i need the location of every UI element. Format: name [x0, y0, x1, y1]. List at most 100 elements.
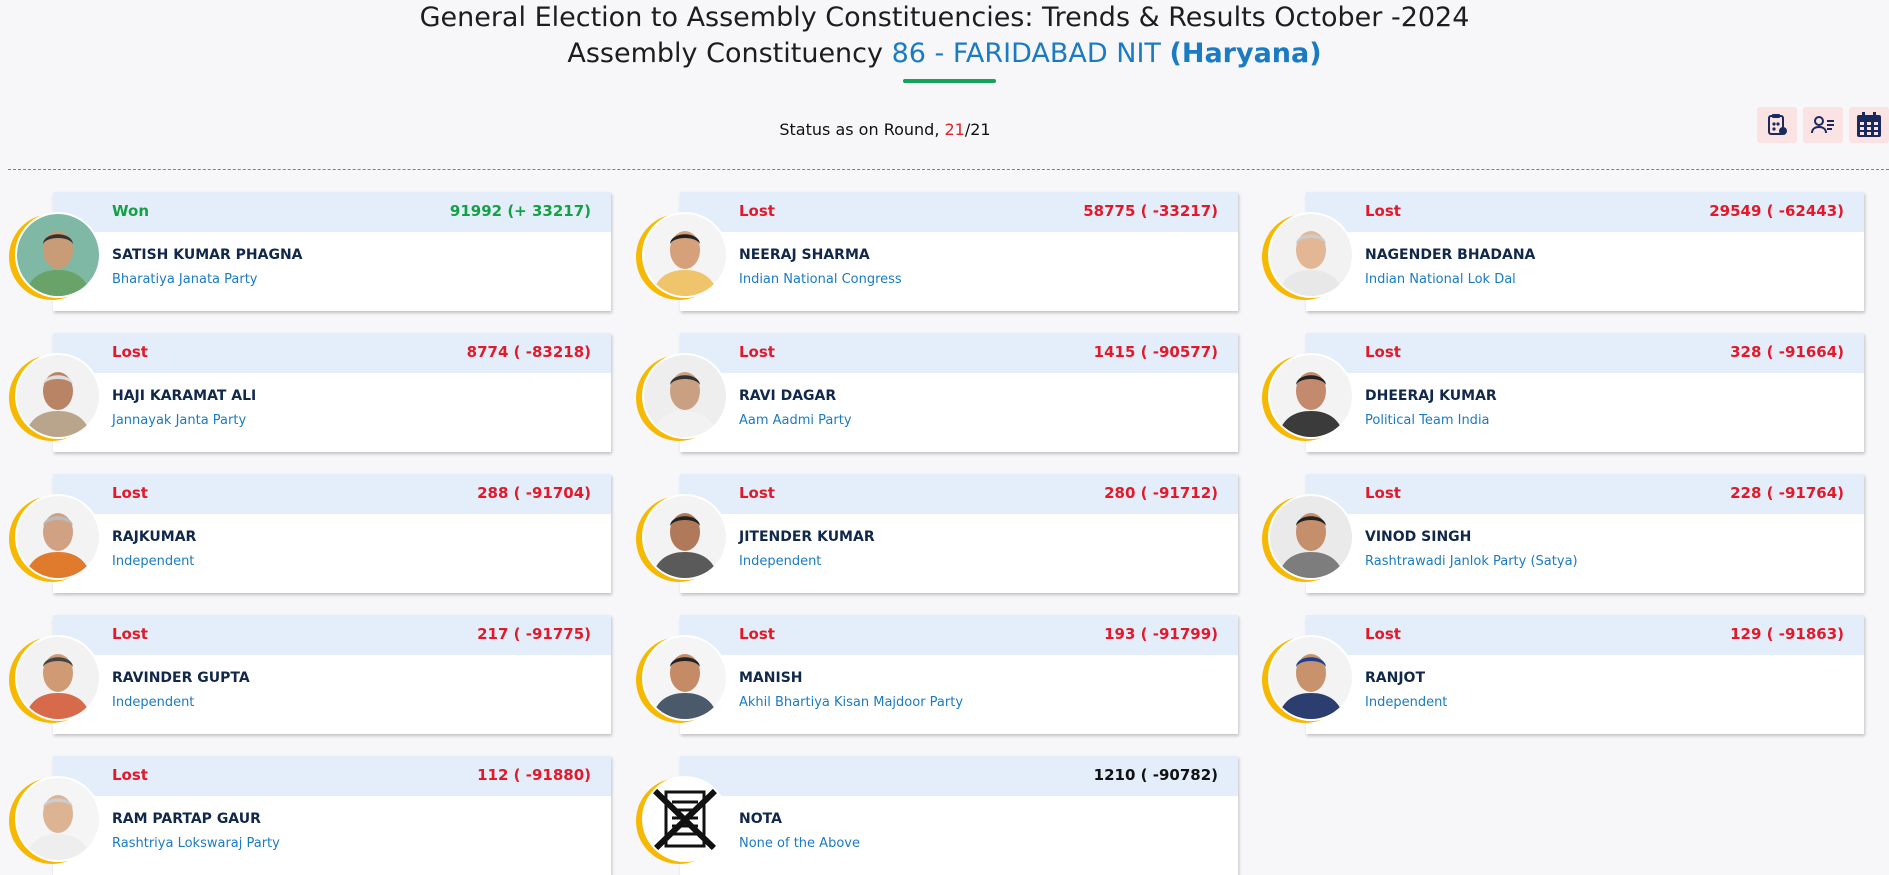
- card-header: Lost 217 ( -91775): [53, 615, 611, 655]
- candidate-card[interactable]: Lost 328 ( -91664) DHEERAJ KUMAR Politic…: [1306, 333, 1864, 452]
- vote-count: 1415 ( -90577): [1093, 343, 1218, 361]
- candidate-name: HAJI KARAMAT ALI: [112, 388, 257, 404]
- card-header: Lost 58775 ( -33217): [680, 192, 1238, 232]
- result-status: Lost: [112, 484, 148, 502]
- vote-count: 129 ( -91863): [1730, 625, 1844, 643]
- candidate-photo: [15, 494, 101, 580]
- card-header: Lost 193 ( -91799): [680, 615, 1238, 655]
- candidate-name: NOTA: [739, 811, 782, 827]
- candidate-name: RANJOT: [1365, 670, 1425, 686]
- candidate-card[interactable]: Lost 58775 ( -33217) NEERAJ SHARMA India…: [680, 192, 1238, 311]
- card-header: Lost 29549 ( -62443): [1306, 192, 1864, 232]
- result-status: Lost: [1365, 343, 1401, 361]
- card-header: Lost 1415 ( -90577): [680, 333, 1238, 373]
- party-name: Independent: [112, 695, 195, 710]
- vote-count: 29549 ( -62443): [1709, 202, 1844, 220]
- result-status: Lost: [112, 625, 148, 643]
- vote-count: 112 ( -91880): [477, 766, 591, 784]
- user-list-icon[interactable]: [1803, 107, 1843, 143]
- candidate-name: NAGENDER BHADANA: [1365, 247, 1536, 263]
- candidate-photo: [642, 635, 728, 721]
- card-header: Lost 112 ( -91880): [53, 756, 611, 796]
- candidate-name: RAVI DAGAR: [739, 388, 837, 404]
- candidate-card[interactable]: Lost 112 ( -91880) RAM PARTAP GAUR Rasht…: [53, 756, 611, 875]
- candidate-photo: [1268, 212, 1354, 298]
- result-status: Lost: [739, 484, 775, 502]
- vote-count: 217 ( -91775): [477, 625, 591, 643]
- page-title: General Election to Assembly Constituenc…: [419, 2, 1470, 33]
- candidate-name: JITENDER KUMAR: [739, 529, 875, 545]
- candidate-name: RAVINDER GUPTA: [112, 670, 250, 686]
- candidate-card[interactable]: Lost 288 ( -91704) RAJKUMAR Independent: [53, 474, 611, 593]
- vote-count: 193 ( -91799): [1104, 625, 1218, 643]
- card-header: Lost 288 ( -91704): [53, 474, 611, 514]
- party-name: Bharatiya Janata Party: [112, 272, 258, 287]
- vote-count: 280 ( -91712): [1104, 484, 1218, 502]
- candidate-photo: [1268, 353, 1354, 439]
- total-rounds: 21: [970, 120, 991, 139]
- card-header: Lost 280 ( -91712): [680, 474, 1238, 514]
- candidate-name: MANISH: [739, 670, 803, 686]
- result-status: Lost: [1365, 202, 1401, 220]
- candidate-card[interactable]: Won 91992 (+ 33217) SATISH KUMAR PHAGNA …: [53, 192, 611, 311]
- constituency-name: 86 - FARIDABAD NIT: [891, 38, 1161, 69]
- party-name: Political Team India: [1365, 413, 1490, 428]
- candidate-photo: [15, 353, 101, 439]
- candidate-card[interactable]: Lost 193 ( -91799) MANISH Akhil Bhartiya…: [680, 615, 1238, 734]
- candidate-name: VINOD SINGH: [1365, 529, 1472, 545]
- round-status: Status as on Round, 21/21: [0, 120, 1770, 139]
- card-header: 1210 ( -90782): [680, 756, 1238, 796]
- candidate-card[interactable]: 1210 ( -90782) NOTA None of the Above: [680, 756, 1238, 875]
- party-name: Aam Aadmi Party: [739, 413, 852, 428]
- vote-count: 8774 ( -83218): [466, 343, 591, 361]
- card-header: Lost 8774 ( -83218): [53, 333, 611, 373]
- result-status: Lost: [112, 766, 148, 784]
- party-name: Independent: [112, 554, 195, 569]
- candidate-name: RAJKUMAR: [112, 529, 197, 545]
- candidate-photo: [15, 635, 101, 721]
- card-header: Lost 328 ( -91664): [1306, 333, 1864, 373]
- round-separator: /: [964, 120, 971, 139]
- candidate-photo: [1268, 494, 1354, 580]
- party-name: Independent: [739, 554, 822, 569]
- constituency-prefix: Assembly Constituency: [567, 38, 883, 69]
- toolbar: [1757, 107, 1889, 143]
- candidate-photo: [642, 353, 728, 439]
- candidate-card[interactable]: Lost 228 ( -91764) VINOD SINGH Rashtrawa…: [1306, 474, 1864, 593]
- result-status: Lost: [739, 343, 775, 361]
- nota-icon: [642, 776, 728, 862]
- candidate-name: NEERAJ SHARMA: [739, 247, 870, 263]
- party-name: Rashtriya Lokswaraj Party: [112, 836, 280, 851]
- result-status: Lost: [112, 343, 148, 361]
- candidate-photo: [642, 212, 728, 298]
- state-name: (Haryana): [1169, 38, 1322, 69]
- party-name: Rashtrawadi Janlok Party (Satya): [1365, 554, 1578, 569]
- calendar-table-icon[interactable]: [1849, 107, 1889, 143]
- candidate-card[interactable]: Lost 8774 ( -83218) HAJI KARAMAT ALI Jan…: [53, 333, 611, 452]
- calculator-icon[interactable]: [1757, 107, 1797, 143]
- result-status: Lost: [1365, 625, 1401, 643]
- candidate-card[interactable]: Lost 129 ( -91863) RANJOT Independent: [1306, 615, 1864, 734]
- party-name: Indian National Lok Dal: [1365, 272, 1516, 287]
- candidate-card[interactable]: Lost 217 ( -91775) RAVINDER GUPTA Indepe…: [53, 615, 611, 734]
- constituency-title: Assembly Constituency 86 - FARIDABAD NIT…: [0, 38, 1889, 69]
- card-header: Won 91992 (+ 33217): [53, 192, 611, 232]
- card-header: Lost 228 ( -91764): [1306, 474, 1864, 514]
- vote-count: 1210 ( -90782): [1093, 766, 1218, 784]
- section-divider: [8, 169, 1889, 170]
- result-status: Won: [112, 202, 149, 220]
- round-status-label: Status as on Round,: [779, 120, 940, 139]
- vote-count: 228 ( -91764): [1730, 484, 1844, 502]
- result-status: Lost: [739, 625, 775, 643]
- result-status: Lost: [1365, 484, 1401, 502]
- candidate-name: DHEERAJ KUMAR: [1365, 388, 1497, 404]
- candidate-card[interactable]: Lost 280 ( -91712) JITENDER KUMAR Indepe…: [680, 474, 1238, 593]
- candidate-card[interactable]: Lost 1415 ( -90577) RAVI DAGAR Aam Aadmi…: [680, 333, 1238, 452]
- candidate-card[interactable]: Lost 29549 ( -62443) NAGENDER BHADANA In…: [1306, 192, 1864, 311]
- party-name: None of the Above: [739, 836, 860, 851]
- vote-count: 328 ( -91664): [1730, 343, 1844, 361]
- candidate-name: SATISH KUMAR PHAGNA: [112, 247, 303, 263]
- party-name: Independent: [1365, 695, 1448, 710]
- vote-count: 288 ( -91704): [477, 484, 591, 502]
- candidate-photo: [642, 494, 728, 580]
